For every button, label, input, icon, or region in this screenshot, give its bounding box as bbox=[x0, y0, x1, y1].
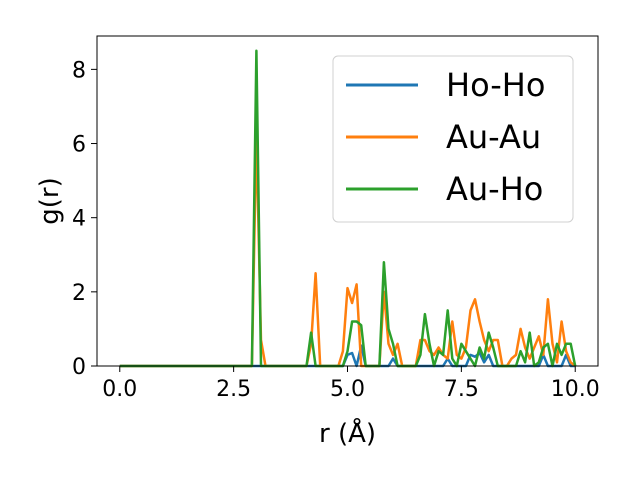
y-tick-label: 0 bbox=[72, 355, 86, 380]
legend-label-au-au: Au-Au bbox=[446, 118, 541, 156]
y-axis-label: g(r) bbox=[35, 177, 65, 224]
x-axis-ticks: 0.0 2.5 5.0 7.5 10.0 bbox=[102, 366, 600, 402]
y-axis-ticks: 0 2 4 6 8 bbox=[72, 58, 97, 380]
x-axis-label: r (Å) bbox=[319, 417, 376, 449]
series-line-au-au bbox=[119, 131, 576, 368]
legend-label-au-ho: Au-Ho bbox=[446, 170, 543, 208]
x-tick-label: 2.5 bbox=[216, 377, 251, 402]
legend-box bbox=[332, 55, 574, 223]
legend: Ho-Ho Au-Au Au-Ho bbox=[332, 55, 574, 223]
x-tick-label: 10.0 bbox=[551, 377, 600, 402]
y-tick-label: 6 bbox=[72, 133, 86, 158]
y-tick-label: 8 bbox=[72, 58, 86, 83]
legend-label-ho-ho: Ho-Ho bbox=[446, 66, 545, 104]
y-tick-label: 4 bbox=[72, 207, 86, 232]
x-tick-label: 0.0 bbox=[102, 377, 137, 402]
y-tick-label: 2 bbox=[72, 281, 86, 306]
x-tick-label: 7.5 bbox=[444, 377, 479, 402]
x-tick-label: 5.0 bbox=[330, 377, 365, 402]
